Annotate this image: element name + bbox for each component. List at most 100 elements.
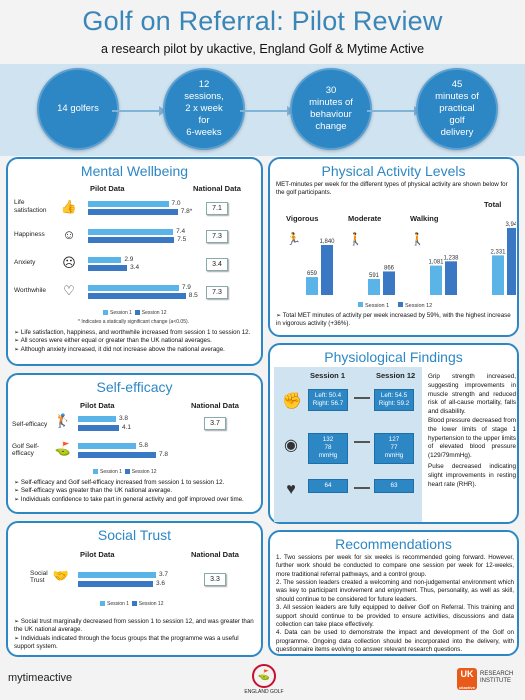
physiological-panel: Physiological Findings Session 1 Session…: [268, 343, 519, 524]
bar-value: 3.6: [156, 580, 166, 587]
bar-session-1: [88, 285, 179, 291]
national-value: 3.4: [206, 258, 228, 271]
bullet-item: ➢ Although anxiety increased, it did not…: [14, 345, 225, 353]
stat-sessions: 12 sessions, 2 x week for 6-weeks: [163, 68, 245, 150]
legend: Session 1 Session 12: [93, 469, 157, 475]
activity-chart: Vigorous 🏃 659 1,840 Moderate 🚶 591 866 Walking 🚶…: [286, 200, 516, 309]
data-label: 659: [307, 271, 318, 277]
data-label: 3,944: [505, 222, 516, 228]
category-label: Moderate: [348, 214, 381, 223]
bar-session-12: [88, 237, 175, 243]
poster-subtitle: a research pilot by ukactive, England Go…: [100, 42, 425, 56]
poster-title: Golf on Referral: Pilot Review: [82, 6, 443, 36]
panel-title: Physiological Findings: [324, 349, 463, 365]
bullet-list: ➢ Total MET minutes of activity per week…: [276, 312, 514, 329]
recommendation-item: 3. All session leaders are fully equippe…: [276, 604, 514, 628]
england-golf-crest-icon: ⛳: [252, 664, 276, 688]
arrow-icon: [240, 106, 294, 116]
national-data-header: National Data: [191, 550, 239, 559]
legend-label: Session 12: [405, 303, 432, 309]
bar-value: 5.8: [139, 442, 149, 449]
session-12-value: Left: 54.5 Right: 59.2: [374, 389, 414, 412]
panel-title: Recommendations: [335, 536, 452, 552]
bullet-item: ➢ Life satisfaction, happiness, and wort…: [14, 329, 251, 336]
arrow-icon: [354, 397, 370, 399]
golf-club-icon: ⛳: [54, 441, 72, 456]
legend: Session 1 Session 12: [100, 601, 164, 607]
national-value: 7.3: [206, 230, 228, 243]
bullet-item: ➢ Self-efficacy and Golf self-efficacy i…: [14, 479, 225, 486]
legend-swatch: [358, 302, 363, 307]
bar-session-1: [430, 265, 442, 295]
heartbeat-icon: ♥: [286, 481, 296, 498]
legend-label: Session 1: [365, 303, 389, 309]
bullet-item: ➢ Total MET minutes of activity per week…: [276, 312, 511, 328]
heart-hands-icon: ♡: [63, 283, 75, 298]
row-label: Golf Self- efficacy: [12, 443, 40, 457]
data-label: 591: [369, 273, 380, 279]
category-label: Walking: [410, 214, 439, 223]
bar-session-1: [492, 255, 504, 295]
row-label: Self-efficacy: [12, 421, 48, 428]
mental-wellbeing-panel: Mental Wellbeing Pilot Data National Dat…: [6, 157, 263, 366]
thumbs-up-icon: 👍: [60, 199, 78, 214]
data-label: 1,238: [443, 255, 459, 261]
bar-value: 7.4: [176, 228, 186, 235]
data-label: 866: [384, 265, 395, 271]
physical-activity-panel: Physical Activity Levels MET-minutes per…: [268, 157, 519, 337]
panel-title: Mental Wellbeing: [80, 163, 189, 179]
bar-value: 3.8: [119, 415, 129, 422]
social-trust-panel: Social Trust Pilot Data National Data So…: [6, 521, 263, 657]
bar-session-12: [507, 227, 516, 295]
bullet-item: ➢ Individuals indicated through the focu…: [14, 634, 239, 651]
arrow-icon: [354, 487, 370, 489]
bullet-item: ➢ Social trust marginally decreased from…: [14, 618, 254, 634]
bar-value: 4.1: [122, 424, 132, 431]
category-label: Vigorous: [286, 214, 318, 223]
data-label: 1,840: [319, 239, 335, 245]
national-value: 7.3: [206, 286, 228, 299]
panel-title: Physical Activity Levels: [321, 163, 466, 179]
bar-session-12: [88, 209, 178, 215]
session-12-header: Session 12: [376, 371, 416, 380]
session-1-value: 64: [308, 479, 348, 494]
recommendation-item: 1. Two sessions per week for six weeks i…: [276, 554, 514, 578]
row-label: Social Trust: [30, 570, 48, 584]
panel-title: Social Trust: [97, 527, 172, 543]
bar-session-1: [88, 257, 122, 263]
session-12-value: 63: [374, 479, 414, 494]
smiley-icon: ☺: [62, 227, 76, 242]
bar-session-1: [78, 416, 116, 422]
blood-pressure-icon: ◉: [284, 437, 298, 454]
recommendations-panel: Recommendations 1. Two sessions per week…: [268, 530, 519, 656]
uk-mark: UK: [460, 669, 474, 679]
bar-session-1: [78, 572, 156, 578]
row-label: Anxiety: [14, 259, 36, 266]
stat-golf-delivery: 45 minutes of practical golf delivery: [416, 68, 498, 150]
bar-session-12: [88, 265, 128, 271]
recommendation-item: 2. The session leaders created a welcomi…: [276, 579, 514, 603]
bar-session-12: [383, 271, 395, 295]
session-1-header: Session 1: [310, 371, 346, 380]
england-golf-logo: ENGLAND GOLF: [244, 689, 284, 695]
data-label: 1,081: [428, 260, 444, 266]
national-data-header: National Data: [193, 184, 241, 193]
legend: Session 1 Session 12: [103, 310, 167, 316]
self-efficacy-panel: Self-efficacy Pilot Data National Data S…: [6, 373, 263, 514]
significance-note: * Indicates a statically significant cha…: [78, 319, 190, 325]
intro-text: MET-minutes per week for the different t…: [276, 181, 508, 197]
bullet-list: ➢ Social trust marginally decreased from…: [14, 618, 258, 651]
bullet-item: ➢ Individuals confidence to take part in…: [14, 495, 244, 503]
row-label: Life satisfaction: [14, 199, 47, 214]
legend-swatch: [398, 302, 403, 307]
activity-icon: 🏃: [286, 232, 301, 246]
arrow-icon: [367, 106, 421, 116]
row-label: Worthwhile: [14, 287, 47, 294]
bar-value: 7.9: [181, 284, 191, 291]
panel-title: Self-efficacy: [96, 379, 173, 395]
stat-behaviour: 30 minutes of behaviour change: [290, 68, 372, 150]
bar-value: 7.8: [159, 451, 169, 458]
bullet-item: ➢ Self-efficacy was greater than the UK …: [14, 487, 173, 495]
bar-session-12: [445, 261, 457, 295]
bar-value: 2.9: [124, 256, 134, 263]
